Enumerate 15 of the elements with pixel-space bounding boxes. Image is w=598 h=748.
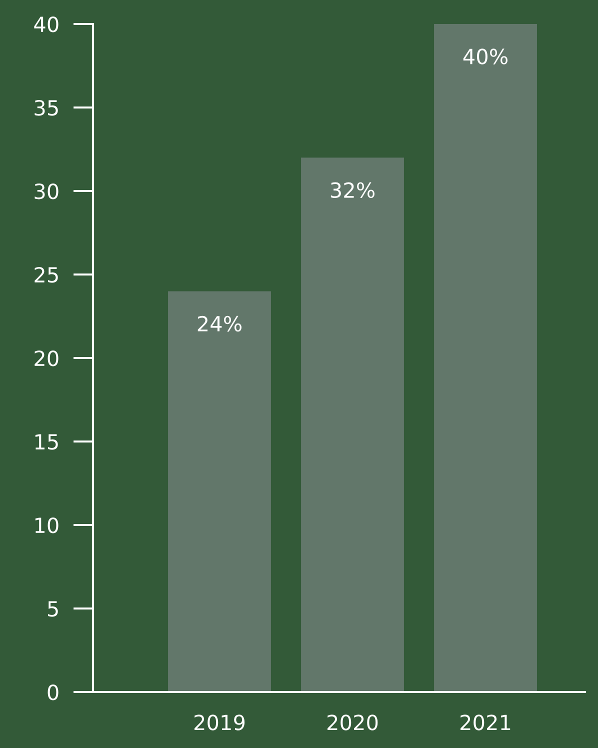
y-tick-label: 20 xyxy=(34,350,58,366)
y-tick-label: 10 xyxy=(35,517,58,534)
y-tick-label: 15 xyxy=(35,434,58,450)
data-label: 40% xyxy=(463,48,508,64)
y-tick-label: 30 xyxy=(34,183,58,200)
x-tick-label: 2020 xyxy=(328,714,378,730)
y-tick-label: 5 xyxy=(48,601,58,617)
data-label: 24% xyxy=(198,316,242,332)
y-tick-label: 25 xyxy=(34,266,58,283)
x-tick-label: 2019 xyxy=(194,714,245,730)
y-tick-label: 40 xyxy=(34,16,58,32)
y-tick-label: 0 xyxy=(48,684,58,700)
data-label: 32% xyxy=(330,182,375,198)
x-tick-label: 2021 xyxy=(460,714,510,730)
y-tick-label: 35 xyxy=(34,100,58,116)
